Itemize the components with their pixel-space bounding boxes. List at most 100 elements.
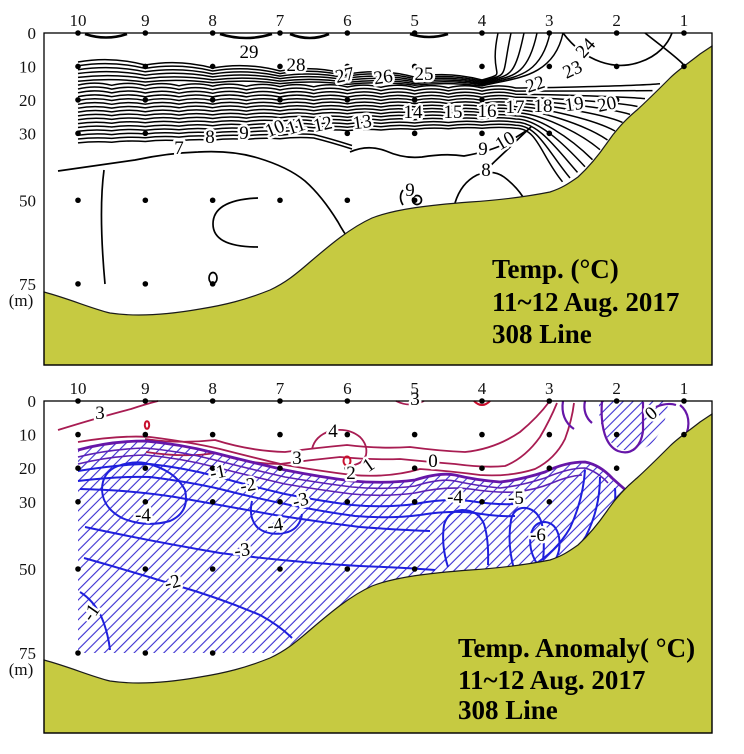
contour-label: 8 [481,160,491,181]
station-dot [142,97,149,103]
station-dot [75,499,81,505]
station-dot [344,30,351,36]
thermocline-contour-line [77,32,525,84]
station-label: 7 [276,11,285,30]
station-dot [209,650,216,656]
contour-label: 19 [563,93,585,116]
station-dot [75,197,81,204]
station-dot [344,499,351,505]
contour-label: 17 [506,97,525,118]
station-dot [277,499,283,505]
station-dot [411,499,418,505]
contour-label: 0 [428,451,438,472]
station-dot [75,30,81,36]
station-dot [411,130,418,137]
station-dot [209,30,216,36]
station-dot [142,197,149,204]
station-dot [142,499,149,505]
station-dot [209,97,216,103]
depth-unit-label: (m) [9,660,34,679]
station-dot [344,431,351,438]
station-dot [546,97,553,103]
station-dot [411,97,418,103]
station-label: 6 [343,11,352,30]
station-dot [613,431,620,438]
contour-label: -5 [508,488,524,509]
depth-unit-label: (m) [9,291,34,310]
panel-b-hatch [78,401,668,653]
panel-a-caption-line2: 11~12 Aug. 2017 [492,287,679,317]
station-dot [209,431,216,438]
depth-label: 30 [19,493,36,512]
contour-label: 23 [560,56,586,83]
contour-label: 20 [595,92,618,116]
thermocline-contour-line [77,120,579,173]
station-dot [209,398,216,404]
panel-b-caption-line2: 11~12 Aug. 2017 [458,665,645,695]
contour-label: 25 [415,64,434,85]
panel-b-positive-contours [57,400,575,477]
contour-label: 3 [292,448,302,469]
panel-b-dots [75,398,687,656]
station-dot [479,431,485,438]
thermocline-contour-line [77,32,564,87]
panel-a-seafloor [43,44,713,366]
panel-a-stations: 10 9 8 7 6 5 4 3 2 1 [70,11,689,30]
station-dot [142,281,149,287]
station-dot [546,431,553,438]
depth-label: 30 [19,124,36,143]
thermocline-contour-line [77,107,608,141]
contour-label: 9 [405,180,415,201]
station-dot [344,566,351,572]
station-label: 3 [545,11,554,30]
station-dot [613,398,620,404]
station-dot [142,566,149,572]
station-dot [142,30,149,36]
thermocline-contour-line [77,110,601,151]
panel-b-seafloor [43,412,713,734]
contour-label: 13 [351,111,373,134]
contour-label: 2 [346,463,356,484]
panel-a-caption: Temp. (°C) 11~12 Aug. 2017 308 Line [492,254,679,349]
thermocline-contour-line [77,101,623,124]
station-dot [344,197,351,204]
depth-label: 75 [19,644,36,663]
station-dot [142,431,149,438]
station-dot [681,398,687,404]
station-label: 4 [478,11,487,30]
station-label: 4 [478,379,487,398]
station-dot [411,63,418,70]
thermocline-contour-line [77,32,538,85]
station-dot [75,63,81,70]
station-dot [546,130,553,137]
station-dot [479,398,485,404]
depth-label: 50 [19,560,36,579]
station-dot [75,130,81,137]
depth-label: 20 [19,459,36,478]
station-dot [344,130,351,137]
panel-a-dots [75,30,687,287]
contour-label: 27 [333,63,356,87]
station-dot [75,566,81,572]
station-dot [479,499,485,505]
contour-label: 7 [174,138,184,159]
contour-label: 16 [478,101,497,122]
station-dot [681,63,687,70]
station-dot [277,431,283,438]
contour-label: 26 [372,66,394,89]
station-label: 8 [208,11,217,30]
contour-label: 18 [534,96,553,117]
thermocline-contour-line [77,32,551,86]
station-label: 10 [70,379,87,398]
thermocline-contour-line [77,86,653,92]
contour-label: 3 [95,403,105,424]
station-dot [75,650,81,656]
panel-a-frame [43,32,713,366]
station-dot [277,398,283,404]
depth-label: 0 [28,24,37,43]
station-dot [277,63,283,70]
depth-label: 75 [19,275,36,294]
panel-a-caption-line3: 308 Line [492,319,592,349]
